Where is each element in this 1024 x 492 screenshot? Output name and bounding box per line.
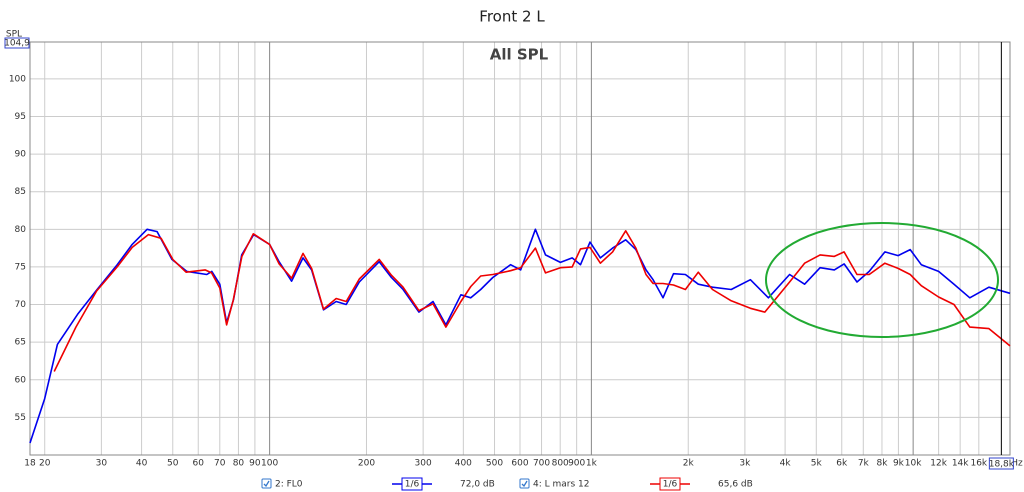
legend-checkbox bbox=[519, 478, 530, 489]
legend-smoothing: 1/6 bbox=[405, 480, 420, 490]
x-tick-label: 18 bbox=[24, 459, 36, 469]
x-unit-label: Hz bbox=[1011, 459, 1023, 469]
legend-smoothing: 1/6 bbox=[663, 480, 678, 490]
legend-checkbox bbox=[261, 478, 272, 489]
x-tick-label: 4k bbox=[780, 459, 792, 469]
y-tick-label: 60 bbox=[15, 375, 27, 385]
x-tick-label: 600 bbox=[511, 459, 528, 469]
x-tick-label: 10k bbox=[905, 459, 922, 469]
legend-smoothing-box bbox=[659, 477, 681, 491]
x-tick-label: 3k bbox=[739, 459, 751, 469]
x-tick-label: 8k bbox=[876, 459, 888, 469]
legend-name: 4: L mars 12 bbox=[533, 480, 589, 490]
x-tick-label: 800 bbox=[552, 459, 569, 469]
y-tick-label: 85 bbox=[15, 187, 26, 197]
y-tick-label: 104,9 bbox=[4, 39, 30, 49]
x-tick-label: 50 bbox=[167, 459, 179, 469]
legend-name: 2: FL0 bbox=[275, 480, 303, 490]
series-line bbox=[53, 230, 1011, 372]
x-tick-label: 14k bbox=[952, 459, 969, 469]
y-axis-label: SPL bbox=[6, 30, 22, 40]
y-tick-label: 90 bbox=[15, 150, 27, 160]
y-tick-label: 95 bbox=[15, 112, 26, 122]
x-tick-label: 7k bbox=[858, 459, 870, 469]
x-tick-label: 5k bbox=[811, 459, 823, 469]
x-tick-label: 6k bbox=[836, 459, 848, 469]
x-tick-label: 200 bbox=[358, 459, 375, 469]
x-tick-label: 900 bbox=[568, 459, 585, 469]
y-tick-label: 80 bbox=[15, 225, 27, 235]
legend: 2: FL0 1/6 72,0 dB 4: L mars 12 1/6 65,6 dB bbox=[261, 477, 753, 491]
x-tick-label: 700 bbox=[533, 459, 550, 469]
x-tick-label: 90 bbox=[249, 459, 261, 469]
legend-readout: 72,0 dB bbox=[460, 480, 495, 490]
x-tick-label: 40 bbox=[136, 459, 148, 469]
x-tick-label: 60 bbox=[193, 459, 205, 469]
legend-check bbox=[263, 480, 270, 488]
y-tick-label: 55 bbox=[15, 413, 26, 423]
chart-title: Front 2 L bbox=[479, 8, 545, 26]
x-tick-label: 16k bbox=[970, 459, 987, 469]
x-tick-label: 2k bbox=[683, 459, 695, 469]
highlight-ellipse bbox=[765, 222, 999, 338]
legend-check bbox=[521, 480, 528, 488]
x-tick-label: 20 bbox=[39, 459, 51, 469]
y-max-box bbox=[4, 37, 30, 49]
x-tick-label: 100 bbox=[261, 459, 278, 469]
cursor-box bbox=[988, 457, 1014, 470]
x-tick-label: 300 bbox=[415, 459, 432, 469]
x-tick-label: 9k bbox=[893, 459, 905, 469]
plot-frame bbox=[29, 41, 1011, 456]
cursor-label: 18,8k bbox=[989, 460, 1015, 470]
x-tick-label: 12k bbox=[930, 459, 947, 469]
x-tick-label: 1k bbox=[586, 459, 598, 469]
x-tick-label: 400 bbox=[455, 459, 472, 469]
x-tick-label: 80 bbox=[233, 459, 245, 469]
legend-smoothing-box bbox=[401, 477, 423, 491]
annotation: All SPL bbox=[490, 46, 549, 64]
x-tick-label: 70 bbox=[214, 459, 226, 469]
y-tick-label: 75 bbox=[15, 262, 26, 272]
y-tick-label: 70 bbox=[15, 300, 27, 310]
series-line bbox=[29, 228, 1011, 444]
legend-readout: 65,6 dB bbox=[718, 480, 753, 490]
x-tick-label: 500 bbox=[486, 459, 503, 469]
y-tick-label: 65 bbox=[15, 338, 26, 348]
x-tick-label: 30 bbox=[96, 459, 108, 469]
lines bbox=[29, 228, 1011, 444]
y-tick-label: 100 bbox=[9, 74, 26, 84]
